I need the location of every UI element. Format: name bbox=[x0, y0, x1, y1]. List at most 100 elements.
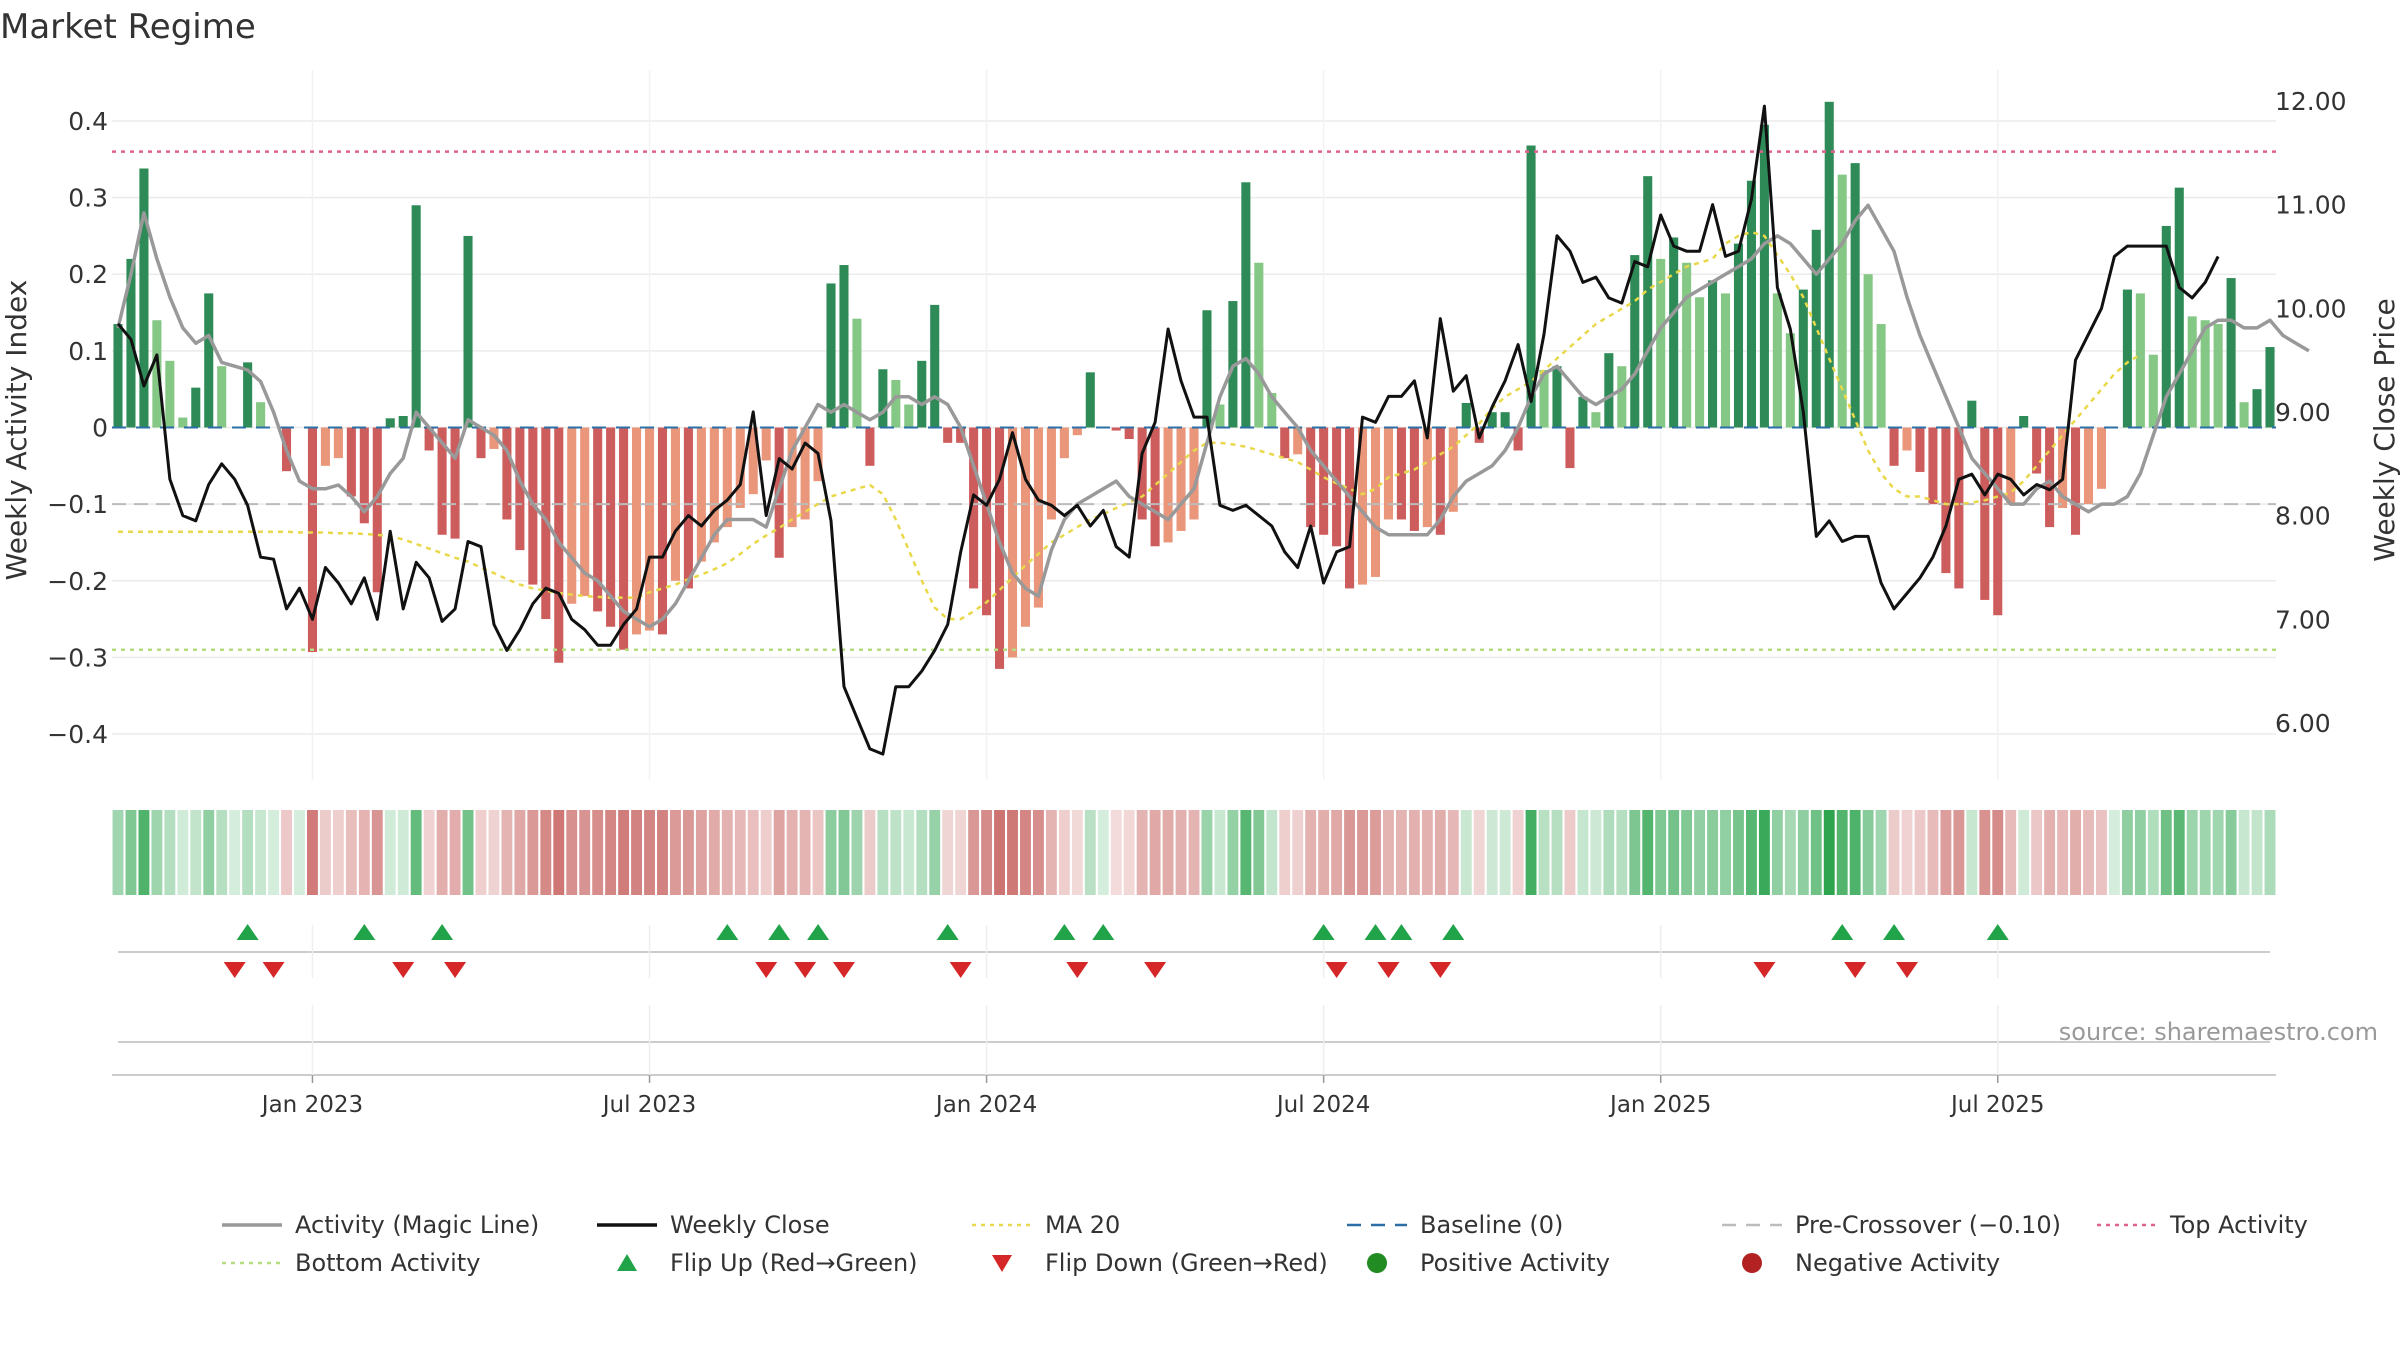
legend-swatch bbox=[992, 1255, 1012, 1272]
legend-label: Weekly Close bbox=[670, 1211, 830, 1239]
legend-label: Flip Up (Red→Green) bbox=[670, 1249, 918, 1277]
activity-bar bbox=[1863, 274, 1873, 428]
activity-bar bbox=[2135, 293, 2145, 428]
regime-cell bbox=[281, 810, 292, 895]
flip-down-marker bbox=[444, 962, 467, 978]
regime-cell bbox=[371, 810, 383, 895]
y-tick-label-left: 0.2 bbox=[68, 260, 108, 289]
flip-up-marker bbox=[236, 924, 259, 940]
activity-bar bbox=[204, 293, 214, 428]
regime-cell bbox=[1318, 810, 1330, 895]
activity-bar bbox=[891, 379, 901, 428]
regime-cell bbox=[255, 810, 267, 895]
activity-bar bbox=[1578, 396, 1588, 428]
y-tick-label-right: 11.00 bbox=[2275, 191, 2347, 220]
activity-bar bbox=[178, 417, 188, 428]
activity-bar bbox=[1889, 427, 1899, 466]
activity-bar bbox=[1500, 412, 1510, 428]
activity-bar bbox=[1824, 101, 1834, 428]
activity-bar bbox=[476, 427, 486, 459]
regime-cell bbox=[1331, 810, 1343, 895]
activity-bar bbox=[1163, 427, 1173, 543]
activity-bar bbox=[1370, 427, 1381, 577]
activity-bar bbox=[502, 427, 512, 520]
activity-bar bbox=[1772, 293, 1782, 428]
legend-item: Negative Activity bbox=[1742, 1249, 2000, 1277]
activity-bar bbox=[632, 427, 642, 635]
legend-label: Pre-Crossover (−0.10) bbox=[1795, 1211, 2061, 1239]
activity-bar bbox=[1902, 427, 1912, 451]
regime-cell bbox=[1992, 810, 2004, 895]
y-tick-label-left: −0.1 bbox=[47, 490, 108, 519]
regime-cell bbox=[682, 810, 694, 895]
regime-cell bbox=[1045, 810, 1057, 895]
regime-cell bbox=[384, 810, 396, 895]
activity-bar bbox=[320, 427, 330, 466]
regime-cell bbox=[1797, 810, 1809, 895]
regime-cell bbox=[1784, 810, 1796, 895]
regime-cell bbox=[1188, 810, 1200, 895]
activity-bar bbox=[243, 362, 253, 428]
regime-cell bbox=[981, 810, 993, 895]
activity-bar bbox=[1980, 427, 1990, 600]
regime-cell bbox=[151, 810, 163, 895]
regime-cell bbox=[2031, 810, 2043, 895]
activity-bar bbox=[1526, 145, 1536, 428]
regime-cell bbox=[1810, 810, 1822, 895]
regime-cell bbox=[1344, 810, 1356, 895]
regime-cell bbox=[2199, 810, 2211, 895]
activity-bar bbox=[2265, 347, 2275, 428]
regime-cell bbox=[916, 810, 928, 895]
regime-cell bbox=[423, 810, 435, 895]
activity-bar bbox=[1539, 370, 1549, 428]
ma20-line bbox=[118, 230, 2142, 621]
activity-bar bbox=[1280, 427, 1290, 459]
activity-bar bbox=[1189, 427, 1199, 520]
regime-cell bbox=[1370, 810, 1381, 895]
activity-bar bbox=[2032, 427, 2042, 474]
grid bbox=[112, 70, 2276, 780]
regime-cell bbox=[1473, 810, 1485, 895]
regime-cell bbox=[125, 810, 137, 895]
regime-cell bbox=[1901, 810, 1913, 895]
activity-bar bbox=[2252, 389, 2262, 428]
regime-cell bbox=[2096, 810, 2107, 895]
activity-bar bbox=[1020, 427, 1031, 627]
activity-bar bbox=[2239, 402, 2249, 428]
regime-cell bbox=[2251, 810, 2263, 895]
regime-cell bbox=[708, 810, 720, 895]
flip-down-marker bbox=[1066, 962, 1089, 978]
legend-item: Pre-Crossover (−0.10) bbox=[1722, 1211, 2061, 1239]
regime-cell bbox=[1149, 810, 1161, 895]
regime-cell bbox=[138, 810, 150, 895]
activity-bar bbox=[1876, 324, 1886, 428]
activity-bar bbox=[1241, 182, 1251, 428]
regime-cell bbox=[1175, 810, 1187, 895]
reference-lines bbox=[112, 150, 2276, 651]
flip-down-marker bbox=[392, 962, 415, 978]
legend-item: Flip Down (Green→Red) bbox=[992, 1249, 1328, 1277]
regime-cell bbox=[2018, 810, 2030, 895]
activity-bar bbox=[1396, 427, 1406, 520]
flip-down-marker bbox=[1753, 962, 1776, 978]
activity-bar bbox=[463, 235, 473, 428]
regime-cell bbox=[1292, 810, 1304, 895]
flip-up-marker bbox=[1092, 924, 1115, 940]
activity-bar bbox=[1007, 427, 1018, 658]
flip-up-marker bbox=[431, 924, 454, 940]
regime-cell bbox=[1668, 810, 1680, 895]
regime-cell bbox=[1305, 810, 1317, 895]
activity-bar bbox=[1319, 427, 1329, 535]
regime-cell bbox=[514, 810, 526, 895]
series-lines bbox=[116, 104, 2310, 756]
activity-bar bbox=[1565, 427, 1575, 469]
regime-cell bbox=[955, 810, 967, 895]
activity-bar bbox=[735, 427, 745, 508]
activity-bar bbox=[722, 427, 732, 528]
regime-cell bbox=[1979, 810, 1991, 895]
flip-down-marker bbox=[1377, 962, 1400, 978]
regime-cell bbox=[462, 810, 474, 895]
activity-bar bbox=[956, 427, 966, 443]
regime-cell bbox=[903, 810, 915, 895]
